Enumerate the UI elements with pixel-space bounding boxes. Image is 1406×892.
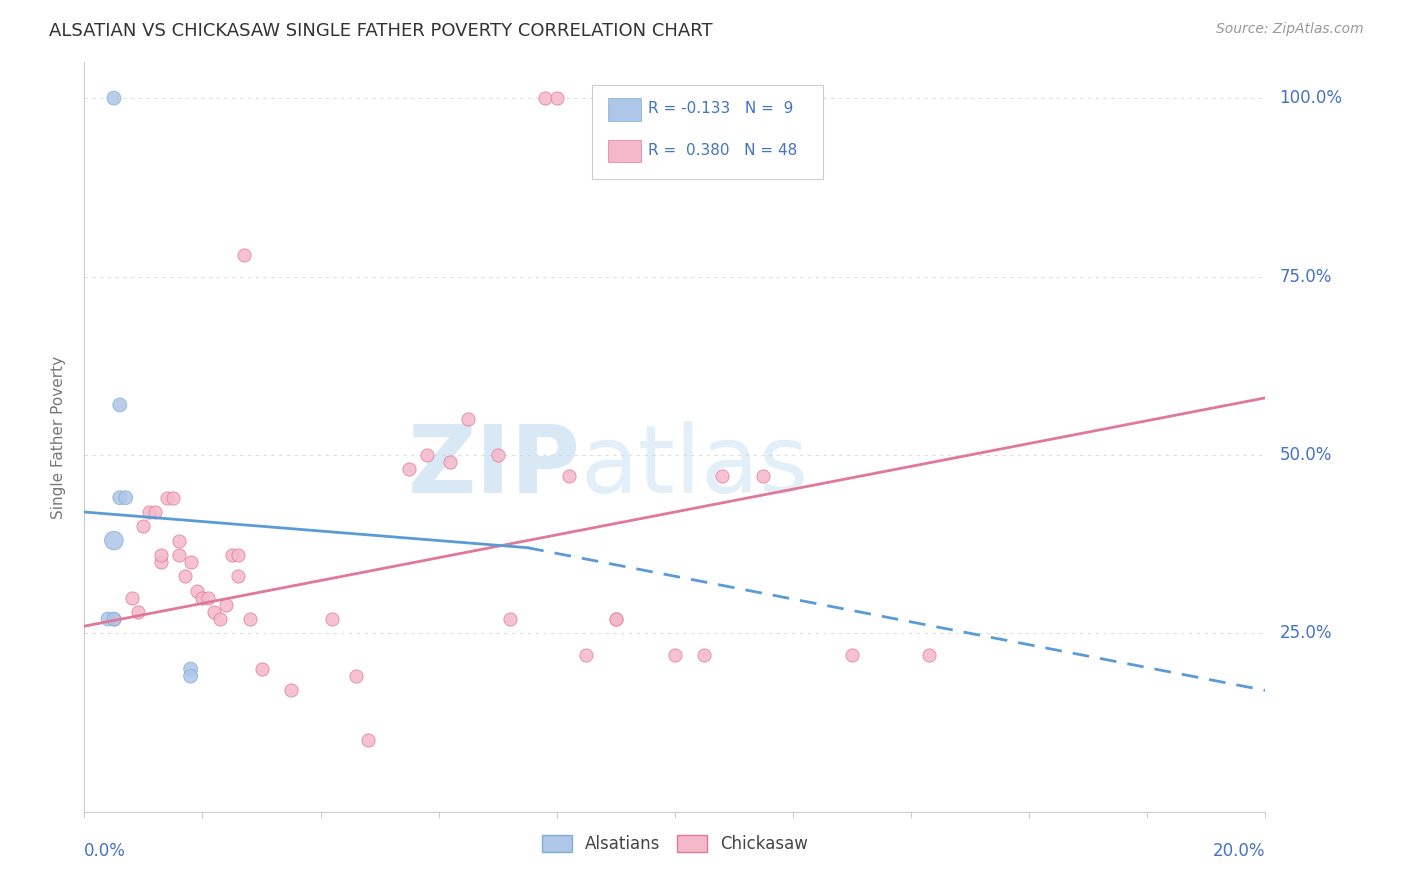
Point — [752, 469, 775, 483]
Point — [486, 448, 509, 462]
Point — [239, 612, 262, 626]
Y-axis label: Single Father Poverty: Single Father Poverty — [51, 356, 66, 518]
Point — [711, 469, 734, 483]
Point — [457, 412, 479, 426]
Point — [344, 669, 367, 683]
Text: ALSATIAN VS CHICKASAW SINGLE FATHER POVERTY CORRELATION CHART: ALSATIAN VS CHICKASAW SINGLE FATHER POVE… — [49, 22, 713, 40]
Text: 50.0%: 50.0% — [1279, 446, 1331, 464]
Text: R = -0.133   N =  9: R = -0.133 N = 9 — [648, 102, 793, 116]
Text: 100.0%: 100.0% — [1279, 89, 1343, 107]
Text: 0.0%: 0.0% — [84, 842, 127, 860]
Point — [150, 555, 173, 569]
Point — [173, 569, 195, 583]
Point — [150, 548, 173, 562]
Point — [841, 648, 863, 662]
Point — [191, 591, 214, 605]
Point — [215, 598, 238, 612]
Point — [321, 612, 343, 626]
Point — [180, 662, 202, 676]
Point — [180, 669, 202, 683]
Point — [221, 548, 243, 562]
Bar — [607, 98, 641, 121]
Point — [693, 648, 716, 662]
Point — [138, 505, 160, 519]
Point — [534, 91, 557, 105]
Text: 20.0%: 20.0% — [1213, 842, 1265, 860]
Point — [143, 505, 166, 519]
Point — [357, 733, 380, 747]
Point — [209, 612, 232, 626]
Point — [605, 612, 627, 626]
Point — [103, 612, 125, 626]
Point — [156, 491, 179, 505]
Text: atlas: atlas — [581, 421, 808, 513]
Point — [498, 612, 520, 626]
Point — [250, 662, 273, 676]
Bar — [607, 140, 641, 162]
Text: R =  0.380   N = 48: R = 0.380 N = 48 — [648, 143, 797, 158]
Point — [546, 91, 568, 105]
Point — [162, 491, 184, 505]
Point — [202, 605, 225, 619]
Point — [103, 612, 125, 626]
FancyBboxPatch shape — [592, 85, 823, 178]
Point — [439, 455, 461, 469]
Point — [226, 548, 249, 562]
Point — [97, 612, 120, 626]
Point — [167, 548, 190, 562]
Point — [197, 591, 219, 605]
Point — [918, 648, 941, 662]
Point — [132, 519, 155, 533]
Point — [103, 91, 125, 105]
Point — [398, 462, 420, 476]
Legend: Alsatians, Chickasaw: Alsatians, Chickasaw — [534, 828, 815, 860]
Text: 25.0%: 25.0% — [1279, 624, 1331, 642]
Point — [180, 555, 202, 569]
Point — [280, 683, 302, 698]
Point — [186, 583, 208, 598]
Point — [127, 605, 149, 619]
Point — [167, 533, 190, 548]
Point — [103, 533, 125, 548]
Point — [416, 448, 439, 462]
Point — [114, 491, 136, 505]
Point — [664, 648, 686, 662]
Point — [557, 469, 579, 483]
Point — [232, 248, 254, 262]
Point — [108, 398, 131, 412]
Text: 75.0%: 75.0% — [1279, 268, 1331, 285]
Point — [121, 591, 143, 605]
Text: ZIP: ZIP — [408, 421, 581, 513]
Point — [605, 612, 627, 626]
Point — [108, 491, 131, 505]
Text: Source: ZipAtlas.com: Source: ZipAtlas.com — [1216, 22, 1364, 37]
Point — [226, 569, 249, 583]
Point — [575, 648, 598, 662]
